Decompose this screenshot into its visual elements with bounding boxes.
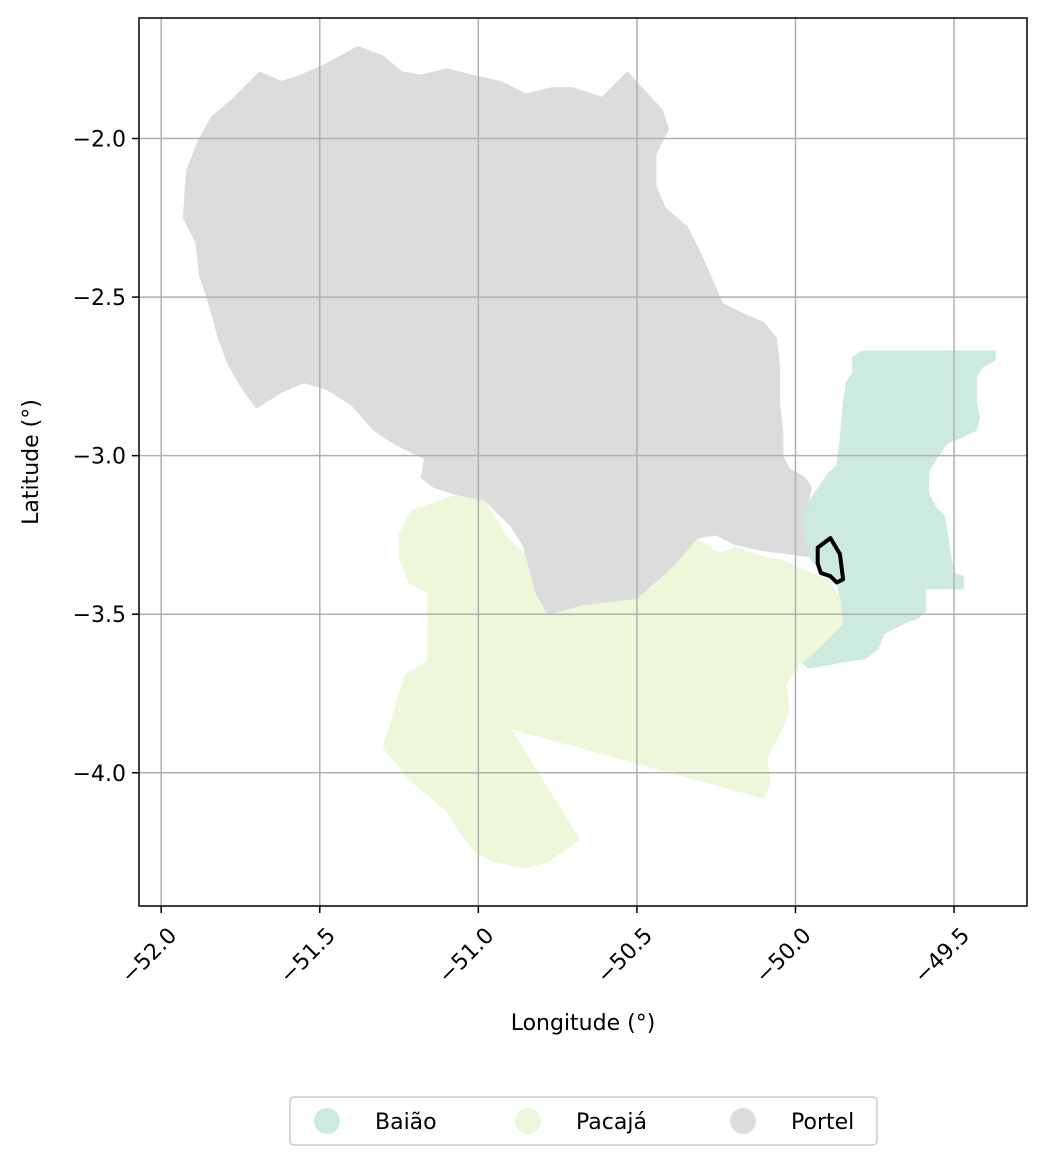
y-tick-label: −3.5 (73, 603, 126, 628)
x-axis-label: Longitude (°) (511, 1011, 656, 1036)
gridlines (139, 18, 1027, 906)
legend-item-portel: Portel (730, 1108, 854, 1135)
y-tick-label: −2.0 (73, 128, 126, 153)
legend-label: Baião (375, 1110, 437, 1135)
y-tick-label: −2.5 (73, 286, 126, 311)
highlight-outline (815, 536, 846, 585)
legend-item-baiao: Baião (314, 1108, 437, 1135)
legend-item-pacaja: Pacajá (515, 1108, 647, 1135)
y-axis-ticks: −2.0 −2.5 −3.0 −3.5 −4.0 (73, 128, 139, 787)
legend: Baião Pacajá Portel (289, 1096, 878, 1146)
legend-box (289, 1096, 878, 1146)
y-axis-label: Latitude (°) (19, 399, 44, 525)
region-portel (182, 46, 812, 615)
legend-label: Portel (791, 1110, 854, 1135)
legend-marker (515, 1108, 541, 1134)
plot-frame (138, 17, 1028, 907)
highlight-layer (815, 536, 846, 585)
legend-marker (730, 1108, 756, 1134)
legend-label: Pacajá (576, 1110, 647, 1135)
y-tick-label: −3.0 (73, 445, 126, 470)
y-tick-label: −4.0 (73, 762, 126, 787)
legend-marker (314, 1108, 340, 1134)
regions-layer (182, 46, 996, 869)
